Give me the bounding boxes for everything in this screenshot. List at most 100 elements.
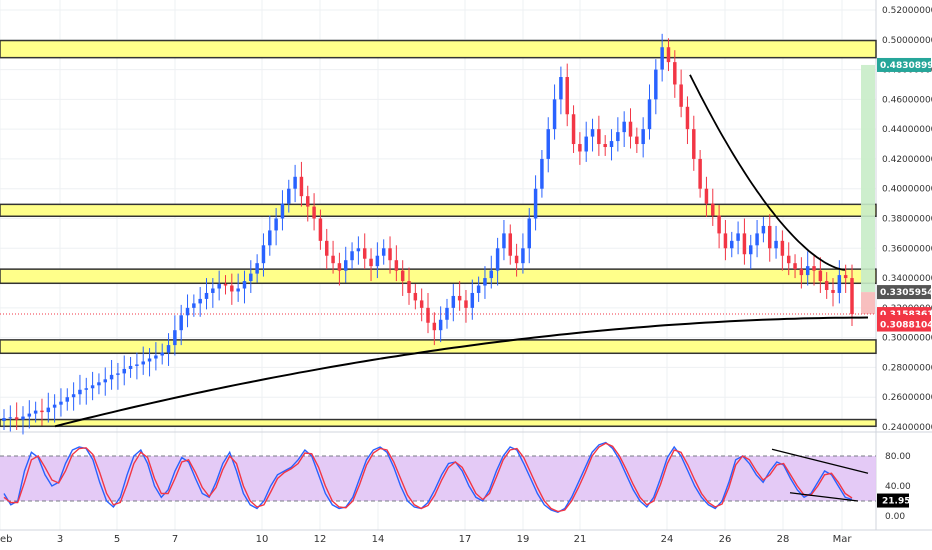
oscillator-tick-label: 0.00: [885, 512, 905, 522]
candle-body: [312, 206, 316, 219]
candle-body: [635, 136, 639, 145]
candle-body: [837, 275, 842, 293]
candle-body: [641, 129, 645, 145]
candle-body: [578, 144, 582, 152]
candle-body: [192, 303, 196, 308]
time-tick-label: 24: [661, 534, 674, 545]
candle-body: [597, 129, 601, 145]
time-axis[interactable]: eb 3 5 7 10 12 14 17 19 21 24 26 28 Mar: [0, 534, 852, 545]
stop-box: [861, 292, 875, 315]
candle-body: [71, 394, 76, 398]
candle-body: [426, 307, 430, 323]
candle-body: [160, 352, 164, 356]
candle-body: [742, 233, 747, 255]
stoch-k-line: [3, 441, 853, 514]
candle-body: [514, 255, 519, 264]
candle-body: [33, 410, 38, 414]
candle-body: [8, 417, 13, 419]
candle-body: [135, 364, 139, 366]
candle-body: [204, 292, 209, 299]
stochastic-oscillator: [0, 441, 876, 514]
time-tick-label: 14: [372, 534, 385, 545]
candle-body: [343, 260, 348, 271]
candle-body: [799, 269, 804, 276]
candle-body: [128, 365, 133, 369]
target-box: [861, 64, 875, 293]
candle-body: [78, 389, 82, 395]
candle-body: [774, 240, 778, 249]
candle-body: [400, 270, 405, 282]
candle-body: [464, 300, 468, 308]
candle-body: [552, 99, 557, 130]
candle-body: [141, 361, 145, 365]
candle-body: [375, 255, 380, 267]
candle-body: [122, 368, 126, 374]
moving-average-line: [54, 316, 869, 428]
candle-body: [230, 285, 234, 292]
resistance-zone: [0, 418, 877, 428]
candle-body: [495, 248, 500, 271]
candle-body: [603, 144, 607, 148]
resistance-zone: [0, 268, 877, 285]
candle-body: [704, 188, 709, 204]
candle-body: [616, 132, 620, 142]
price-tick-label: 0.50000000: [882, 36, 932, 46]
oscillator-tick-label: 40.00: [885, 482, 911, 492]
candle-body: [711, 203, 715, 216]
candle-body: [173, 330, 177, 346]
candle-body: [571, 114, 576, 145]
candle-body: [609, 141, 614, 148]
candle-body: [679, 84, 683, 107]
candle-body: [381, 248, 386, 256]
price-tick-label: 0.44000000: [882, 125, 932, 135]
candle-body: [179, 315, 183, 331]
candle-body: [356, 248, 361, 252]
price-tag-bg: [877, 57, 931, 72]
time-tick-label: 10: [256, 534, 269, 545]
time-tick-label: 17: [459, 534, 472, 545]
candle-body: [470, 292, 475, 308]
price-tick-label: 0.36000000: [882, 244, 932, 254]
candle-body: [457, 295, 462, 301]
time-tick-label: 19: [517, 534, 530, 545]
candle-body: [749, 245, 753, 255]
time-tick-label: Mar: [833, 534, 853, 545]
candle-body: [508, 233, 513, 256]
candle-body: [147, 358, 152, 362]
candle-body: [27, 413, 32, 417]
candle-body: [318, 218, 323, 241]
candle-body: [331, 255, 335, 264]
candle-body: [755, 233, 759, 246]
candle-body: [628, 121, 633, 137]
candle-body: [261, 245, 266, 264]
candle-body: [198, 298, 202, 304]
candle-body: [223, 284, 228, 286]
time-tick-label: 28: [777, 534, 790, 545]
candle-body: [850, 278, 854, 315]
candle-body: [299, 176, 304, 197]
candle-body: [306, 196, 310, 207]
candle-body: [673, 62, 677, 85]
price-tag-label: 0.30881049: [880, 321, 932, 331]
time-tick-label: eb: [0, 534, 13, 545]
candle-body: [293, 176, 297, 189]
candle-body: [521, 248, 525, 264]
candle-body: [685, 106, 690, 130]
overlays: [54, 74, 869, 428]
candle-body: [533, 188, 538, 219]
price-axis[interactable]: 0.520000000.500000000.480000000.46000000…: [877, 6, 932, 522]
candle-body: [565, 77, 569, 115]
candle-body: [438, 319, 443, 331]
candle-body: [59, 401, 63, 405]
oscillator-tick-label: 80.00: [885, 452, 911, 462]
candle-body: [211, 288, 215, 293]
candle-body: [362, 248, 367, 259]
resistance-zone: [0, 339, 877, 355]
candle-body: [90, 385, 95, 389]
candle-body: [654, 69, 658, 100]
oscillator-value-bg: [877, 493, 909, 508]
candle-body: [116, 373, 120, 375]
candle-body: [407, 281, 411, 293]
